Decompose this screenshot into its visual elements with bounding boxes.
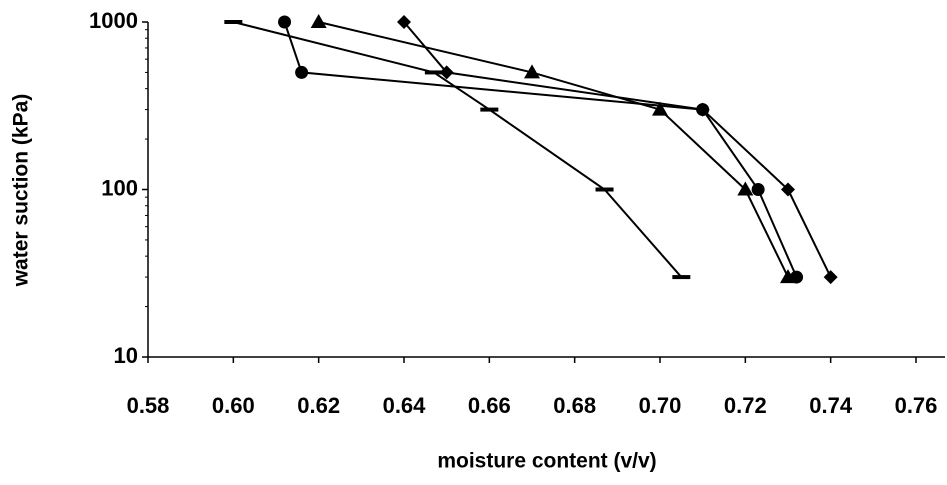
marker [480, 108, 498, 112]
marker [278, 16, 291, 29]
marker [311, 14, 327, 28]
series-line [404, 22, 831, 277]
x-tick-label: 0.76 [895, 393, 938, 418]
x-tick-label: 0.74 [809, 393, 853, 418]
marker [790, 271, 803, 284]
marker [672, 275, 690, 279]
y-axis-title: water suction (kPa) [10, 94, 33, 288]
series-line [285, 22, 797, 277]
x-tick-label: 0.70 [639, 393, 682, 418]
y-tick-label: 100 [101, 175, 138, 200]
marker [824, 270, 838, 284]
marker [224, 20, 242, 24]
x-tick-label: 0.58 [127, 393, 170, 418]
marker [425, 70, 443, 74]
x-tick-label: 0.68 [553, 393, 596, 418]
marker [752, 183, 765, 196]
x-tick-label: 0.62 [297, 393, 340, 418]
x-tick-label: 0.72 [724, 393, 767, 418]
x-axis-title: moisture content (v/v) [437, 450, 656, 473]
y-tick-label: 10 [114, 343, 138, 368]
marker [295, 66, 308, 79]
chart: moisture content (v/v) water suction (kP… [0, 0, 947, 480]
series-line [233, 22, 681, 277]
x-tick-label: 0.64 [383, 393, 427, 418]
x-tick-label: 0.60 [212, 393, 255, 418]
marker [596, 188, 614, 192]
marker [696, 103, 709, 116]
y-tick-label: 1000 [89, 8, 138, 33]
x-tick-label: 0.66 [468, 393, 511, 418]
